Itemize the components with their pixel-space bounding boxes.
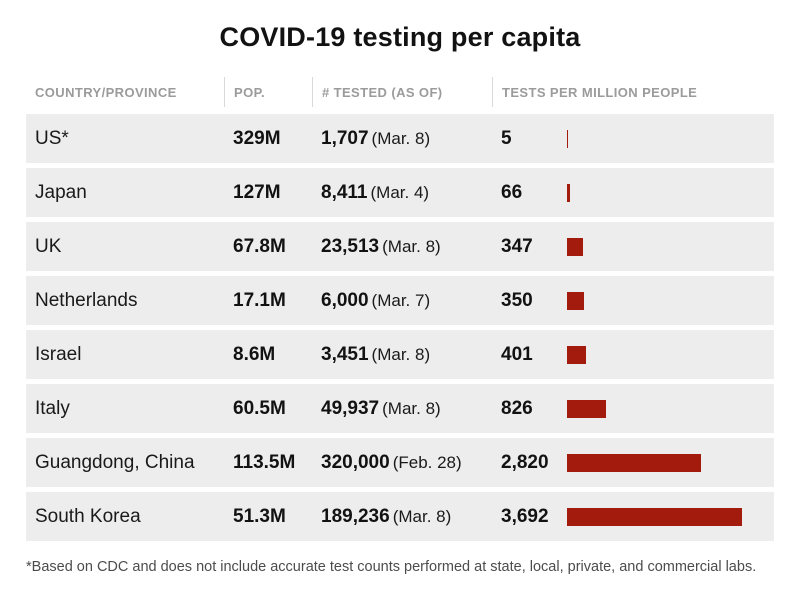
tested-cell: 1,707 (Mar. 8): [312, 128, 492, 150]
per-million-value: 5: [501, 127, 512, 149]
table-row: UK 67.8M 23,513 (Mar. 8) 347: [26, 222, 774, 271]
col-header-country: COUNTRY/PROVINCE: [35, 84, 177, 100]
population-cell: 67.8M: [233, 235, 286, 257]
tested-date: (Mar. 8): [382, 236, 441, 256]
country-cell: US*: [35, 127, 69, 149]
tests-per-million-cell: 66: [492, 182, 774, 204]
tests-per-million-cell: 826: [492, 398, 774, 420]
tests-bar: [567, 183, 571, 202]
covid-testing-page: COVID-19 testing per capita COUNTRY/PROV…: [26, 22, 774, 575]
country-cell: Japan: [35, 181, 87, 203]
tested-cell: 8,411 (Mar. 4): [312, 182, 492, 204]
per-million-value: 2,820: [501, 451, 549, 473]
bar-track: [567, 507, 742, 526]
tests-bar: [567, 507, 742, 526]
population-cell: 8.6M: [233, 343, 276, 365]
population-cell: 113.5M: [233, 451, 296, 473]
tested-count: 3,451: [321, 343, 369, 365]
tested-count: 320,000: [321, 451, 390, 473]
country-cell: UK: [35, 235, 62, 257]
tested-date: (Mar. 8): [371, 128, 431, 148]
tested-date: (Mar. 8): [371, 344, 431, 364]
tested-cell: 6,000 (Mar. 7): [312, 290, 492, 312]
tested-count: 1,707: [321, 127, 369, 149]
per-million-value: 350: [501, 289, 533, 311]
table-row: Italy 60.5M 49,937 (Mar. 8) 826: [26, 384, 774, 433]
per-million-value: 66: [501, 181, 523, 203]
population-cell: 60.5M: [233, 397, 286, 419]
table-row: US* 329M 1,707 (Mar. 8) 5: [26, 114, 774, 163]
tests-per-million-cell: 350: [492, 290, 774, 312]
bar-track: [567, 237, 742, 256]
tests-bar: [567, 453, 701, 472]
tests-bar: [567, 399, 607, 418]
per-million-value: 401: [501, 343, 533, 365]
tested-count: 189,236: [321, 505, 390, 527]
table-row: Israel 8.6M 3,451 (Mar. 8) 401: [26, 330, 774, 379]
tests-bar: [567, 129, 568, 148]
tested-cell: 23,513 (Mar. 8): [312, 236, 492, 258]
tested-date: (Mar. 8): [392, 506, 452, 526]
tests-bar: [567, 345, 586, 364]
country-cell: Italy: [35, 397, 70, 419]
bar-track: [567, 345, 742, 364]
tested-cell: 320,000 (Feb. 28): [312, 452, 492, 474]
tested-cell: 3,451 (Mar. 8): [312, 344, 492, 366]
col-header-tested: # TESTED (AS OF): [312, 77, 492, 107]
bar-track: [567, 183, 742, 202]
population-cell: 51.3M: [233, 505, 286, 527]
tests-per-million-cell: 5: [492, 128, 774, 150]
table-row: Guangdong, China 113.5M 320,000 (Feb. 28)…: [26, 438, 774, 487]
tests-per-million-cell: 3,692: [492, 506, 774, 528]
per-million-value: 3,692: [501, 505, 549, 527]
table-row: South Korea 51.3M 189,236 (Mar. 8) 3,692: [26, 492, 774, 541]
tests-per-million-cell: 401: [492, 344, 774, 366]
table-row: Netherlands 17.1M 6,000 (Mar. 7) 350: [26, 276, 774, 325]
tests-per-million-cell: 347: [492, 236, 774, 258]
country-cell: South Korea: [35, 505, 141, 527]
per-million-value: 347: [501, 235, 533, 257]
tests-per-million-cell: 2,820: [492, 452, 774, 474]
tested-cell: 49,937 (Mar. 8): [312, 398, 492, 420]
testing-table: COUNTRY/PROVINCE POP. # TESTED (AS OF) T…: [26, 77, 774, 541]
tested-count: 49,937: [321, 397, 380, 419]
tested-cell: 189,236 (Mar. 8): [312, 506, 492, 528]
tested-count: 6,000: [321, 289, 369, 311]
population-cell: 127M: [233, 181, 281, 203]
tested-count: 8,411: [321, 181, 368, 203]
col-header-tests-per-million: TESTS PER MILLION PEOPLE: [492, 77, 774, 107]
footnote: *Based on CDC and does not include accur…: [26, 559, 757, 575]
tests-bar: [567, 291, 584, 310]
bar-track: [567, 453, 742, 472]
page-title: COVID-19 testing per capita: [219, 22, 581, 52]
population-cell: 329M: [233, 127, 281, 149]
bar-track: [567, 399, 742, 418]
bar-track: [567, 291, 742, 310]
tested-date: (Mar. 7): [371, 290, 431, 310]
tested-date: (Feb. 28): [392, 452, 462, 472]
table-row: Japan 127M 8,411 (Mar. 4) 66: [26, 168, 774, 217]
country-cell: Guangdong, China: [35, 451, 195, 473]
population-cell: 17.1M: [233, 289, 286, 311]
tested-count: 23,513: [321, 235, 380, 257]
country-cell: Netherlands: [35, 289, 138, 311]
bar-track: [567, 129, 742, 148]
table-header: COUNTRY/PROVINCE POP. # TESTED (AS OF) T…: [26, 77, 774, 107]
col-header-population: POP.: [224, 77, 312, 107]
country-cell: Israel: [35, 343, 82, 365]
tested-date: (Mar. 8): [382, 398, 441, 418]
tests-bar: [567, 237, 584, 256]
tested-date: (Mar. 4): [370, 182, 430, 202]
per-million-value: 826: [501, 397, 533, 419]
